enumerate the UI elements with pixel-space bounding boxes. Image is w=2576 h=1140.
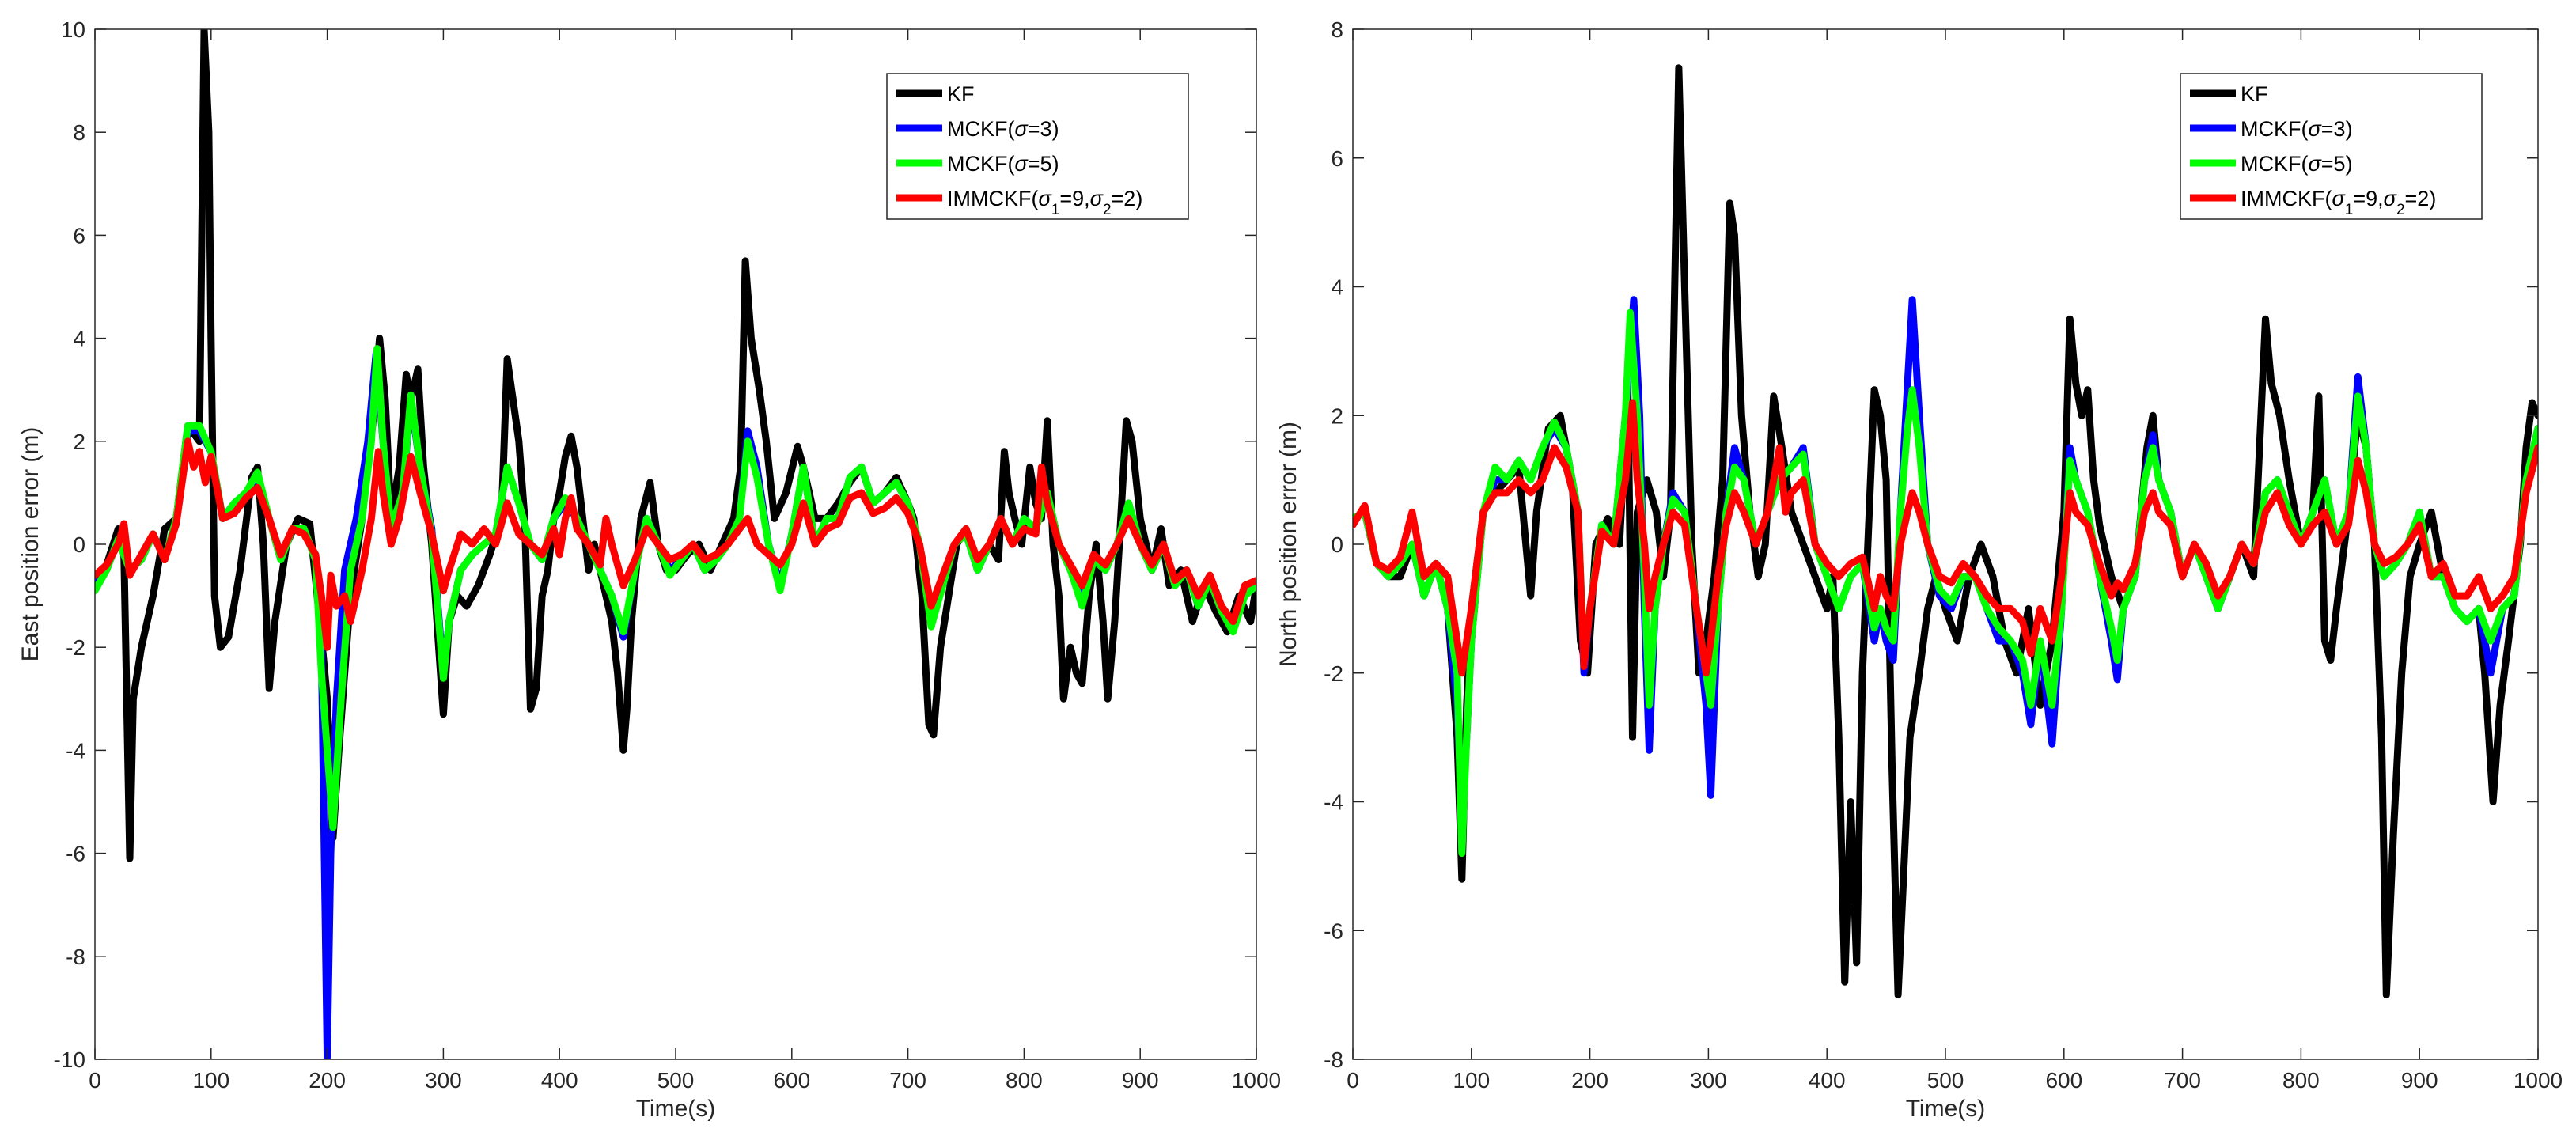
x-tick-label: 500 xyxy=(657,1068,695,1093)
series-line-mckf-5 xyxy=(1353,309,2538,858)
x-tick-label: 1000 xyxy=(1232,1068,1281,1093)
x-tick-label: 800 xyxy=(1006,1068,1043,1093)
y-tick-label: 2 xyxy=(1331,403,1343,428)
x-axis-label: Time(s) xyxy=(636,1096,716,1122)
legend-label-mckf-3: MCKF(σ=3) xyxy=(947,117,1059,141)
legend-label-kf: KF xyxy=(2241,82,2268,106)
y-tick-label: -6 xyxy=(1324,918,1343,943)
y-tick-label: -2 xyxy=(1324,661,1343,686)
legend-label-mckf-5: MCKF(σ=5) xyxy=(2241,152,2353,176)
legend-label-mckf-3: MCKF(σ=3) xyxy=(2241,117,2353,141)
x-tick-label: 200 xyxy=(309,1068,346,1093)
x-tick-label: 700 xyxy=(2164,1068,2201,1093)
y-tick-label: 0 xyxy=(73,532,85,557)
y-tick-label: -4 xyxy=(1324,790,1343,815)
x-tick-label: 600 xyxy=(2045,1068,2082,1093)
y-tick-label: 4 xyxy=(73,327,85,351)
x-tick-label: 400 xyxy=(541,1068,578,1093)
x-tick-label: 1000 xyxy=(2513,1068,2563,1093)
y-tick-label: -2 xyxy=(66,635,85,660)
x-tick-label: 500 xyxy=(1927,1068,1964,1093)
x-tick-label: 300 xyxy=(425,1068,462,1093)
y-tick-label: 10 xyxy=(61,17,85,42)
x-tick-label: 700 xyxy=(889,1068,926,1093)
north-error-panel: 0 100 200 300 400 500 600 700 800 900 1000 -8 -6 -4 -2… xyxy=(1275,17,2563,1122)
y-axis-label: North position error (m) xyxy=(1275,422,1301,667)
x-tick-label: 400 xyxy=(1809,1068,1846,1093)
legend-label-immckf-1-9-2-2: IMMCKF(σ1=9,σ2=2) xyxy=(2241,187,2436,218)
x-tick-label: 100 xyxy=(1453,1068,1490,1093)
series-line-immckf-1-9-2-2 xyxy=(1353,399,2538,677)
legend: KF MCKF(σ=3) MCKF(σ=5) IMMCKF(σ1=9,σ2=2) xyxy=(2180,73,2483,220)
y-tick-label: 4 xyxy=(1331,275,1343,300)
series-line-immckf-1-9-2-2 xyxy=(95,437,1256,651)
series-group xyxy=(95,29,1256,1059)
y-tick-label: 0 xyxy=(1331,532,1343,557)
legend-label-immckf-1-9-2-2: IMMCKF(σ1=9,σ2=2) xyxy=(947,187,1142,218)
x-tick-label: 0 xyxy=(1347,1068,1359,1093)
east-error-panel: 0 100 200 300 400 500 600 700 800 900 1000-10-8-6-… xyxy=(17,17,1281,1122)
x-axis-label: Time(s) xyxy=(1906,1096,1986,1122)
y-tick-label: -6 xyxy=(66,842,85,866)
y-axis-label: East position error (m) xyxy=(17,427,44,662)
x-tick-label: 900 xyxy=(2401,1068,2438,1093)
x-tick-label: 200 xyxy=(1571,1068,1608,1093)
legend: KF MCKF(σ=3) MCKF(σ=5) IMMCKF(σ1=9,σ2=2) xyxy=(886,73,1189,220)
legend-label-kf: KF xyxy=(947,82,975,106)
x-tick-label: 0 xyxy=(89,1068,101,1093)
y-tick-label: 8 xyxy=(1331,17,1343,42)
legend-label-mckf-5: MCKF(σ=5) xyxy=(947,152,1059,176)
y-tick-label: -8 xyxy=(1324,1047,1343,1072)
y-tick-label: -10 xyxy=(54,1047,85,1072)
series-group xyxy=(1353,64,2538,999)
x-tick-label: 600 xyxy=(773,1068,810,1093)
x-tick-label: 800 xyxy=(2282,1068,2320,1093)
x-tick-label: 100 xyxy=(192,1068,229,1093)
y-tick-label: 6 xyxy=(1331,146,1343,171)
x-tick-label: 900 xyxy=(1122,1068,1159,1093)
y-tick-label: 8 xyxy=(73,120,85,145)
y-tick-label: 2 xyxy=(73,430,85,454)
y-tick-label: -8 xyxy=(66,945,85,969)
y-tick-label: -4 xyxy=(66,738,85,763)
y-tick-label: 6 xyxy=(73,223,85,248)
x-tick-label: 300 xyxy=(1690,1068,1727,1093)
